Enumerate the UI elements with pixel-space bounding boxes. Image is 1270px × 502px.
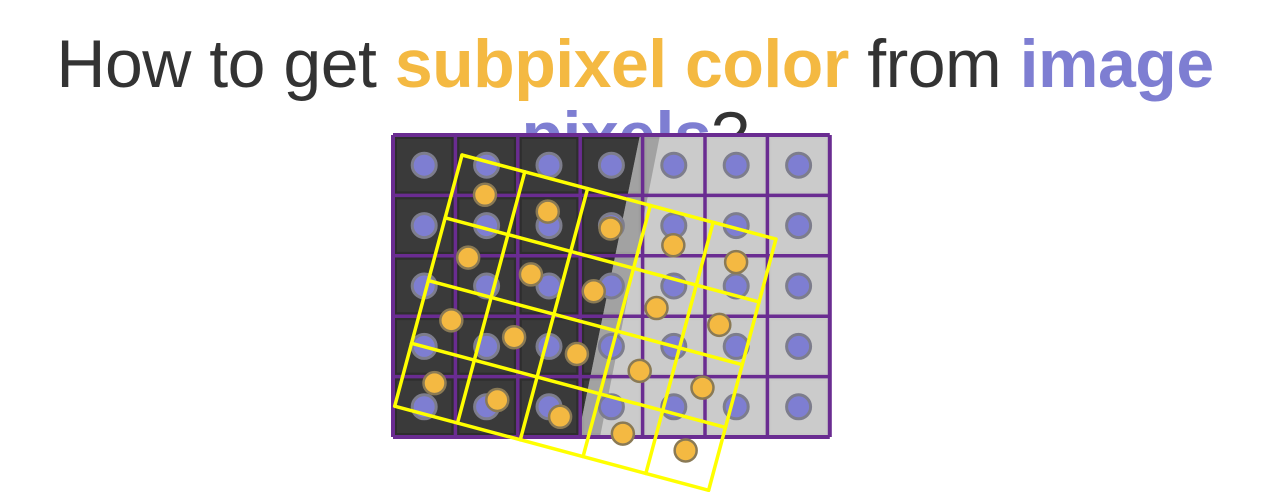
subpixel-sample-point (472, 182, 498, 208)
image-pixel (646, 320, 701, 373)
image-pixel-center (722, 272, 750, 300)
image-pixel-center (785, 393, 813, 421)
image-pixel (584, 199, 639, 252)
image-pixel (459, 380, 514, 433)
image-pixel (771, 199, 826, 252)
image-pixel-center (597, 332, 625, 360)
title-part-from: from (848, 26, 1020, 102)
sample-grid-line (409, 341, 728, 430)
subpixel-sample-point (644, 295, 669, 321)
image-pixel-center (535, 272, 563, 300)
image-pixel-center (660, 272, 688, 300)
image-pixel-center (722, 393, 750, 421)
image-pixel-center (660, 393, 688, 421)
image-pixel (459, 259, 514, 313)
image-pixel (397, 199, 452, 252)
image-pixel-center (410, 272, 438, 300)
image-pixel-center (473, 393, 501, 421)
image-pixel (771, 320, 826, 373)
subpixel-sample-point (610, 421, 636, 446)
image-pixel-center (660, 212, 688, 240)
image-pixel-center (410, 332, 438, 360)
image-pixel-center (722, 212, 750, 240)
subpixel-sample-point (501, 324, 527, 350)
image-pixel (521, 199, 577, 252)
subpixel-sample-point (690, 375, 715, 400)
sample-grid-line (581, 203, 653, 459)
image-pixel (397, 259, 452, 313)
image-pixel-center (597, 272, 625, 300)
image-pixel (646, 380, 701, 433)
image-pixel-center (473, 272, 501, 300)
image-pixel-center (597, 393, 625, 421)
image-pixel (771, 380, 826, 433)
image-pixel (771, 259, 826, 313)
image-pixel (584, 320, 639, 373)
sample-grid-line (392, 404, 711, 493)
subpixel-sample-point (581, 278, 606, 304)
image-pixel-center (535, 332, 563, 360)
image-pixel-center (597, 212, 625, 240)
subpixel-sample-point (627, 358, 652, 384)
image-pixel-center (410, 393, 438, 421)
subpixel-sample-grid (392, 153, 778, 493)
subpixel-sample-point (422, 370, 447, 396)
sample-grid-line (518, 186, 590, 442)
subpixel-sample-point (707, 312, 732, 338)
image-pixel (584, 259, 639, 313)
title-part-question-mark: ? (711, 98, 749, 174)
image-background-light (393, 135, 830, 437)
image-pixel-center (410, 212, 438, 240)
image-pixel (709, 199, 764, 252)
subpixel-sample-point (547, 404, 573, 430)
image-pixel-center (473, 332, 501, 360)
sample-grid-line (706, 237, 778, 493)
image-pixel (584, 380, 639, 433)
image-pixel (459, 320, 514, 373)
image-pixel-center (535, 393, 563, 421)
subpixel-sample-point (455, 245, 481, 270)
image-dark-region (393, 135, 640, 437)
image-pixel-center (785, 332, 813, 360)
image-pixel-grid (391, 133, 832, 439)
image-pixel (709, 320, 764, 373)
image-pixel-center (722, 332, 750, 360)
image-pixel (397, 320, 452, 373)
slide-title: How to get subpixel color from image pix… (0, 28, 1270, 172)
image-pixel-center (660, 332, 688, 360)
image-pixel (709, 259, 764, 313)
subpixel-sample-point (661, 233, 686, 258)
image-pixel (521, 380, 577, 433)
image-pixel-center (785, 212, 813, 240)
subpixel-sample-point (439, 308, 464, 333)
subpixel-sample-point (673, 438, 698, 463)
image-pixel (459, 199, 514, 252)
subpixel-sample-point (518, 262, 544, 287)
sample-grid-line (426, 278, 745, 367)
image-pixel (397, 380, 452, 433)
image-pixel (521, 259, 577, 313)
subpixel-sample-point (535, 199, 561, 224)
image-pixel (521, 320, 577, 373)
sample-grid-line (392, 153, 464, 408)
image-pixel-center (535, 212, 563, 240)
sample-grid-line (455, 170, 527, 425)
sample-grid-line (443, 216, 761, 304)
subpixel-sample-point (564, 341, 590, 367)
sample-grid-line (644, 220, 715, 476)
subpixel-sample-point (598, 216, 623, 241)
image-pixel-center (473, 212, 501, 240)
image-pixel (646, 259, 701, 313)
subpixel-sample-point (485, 387, 510, 413)
image-edge-band (578, 135, 660, 437)
image-pixel (709, 380, 764, 433)
image-pixel-center (785, 272, 813, 300)
title-part-how-to-get: How to get (56, 26, 395, 102)
image-pixel (646, 199, 701, 252)
title-part-subpixel-color: subpixel color (394, 26, 850, 102)
subpixel-sample-point (723, 249, 749, 275)
